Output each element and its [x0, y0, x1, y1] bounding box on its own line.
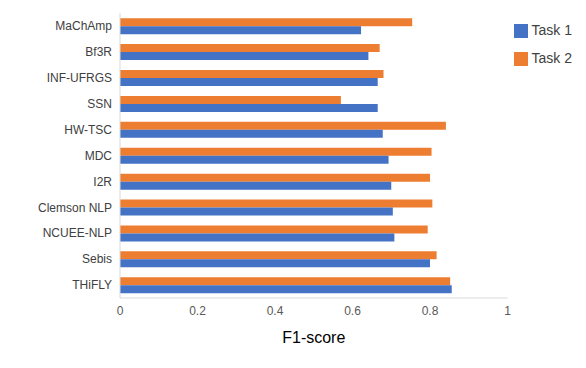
html-text:Task 1: Task 1 [531, 22, 572, 38]
svg-text:MaChAmp: MaChAmp [55, 19, 112, 33]
svg-text:0.2: 0.2 [189, 304, 206, 318]
svg-text:HW-TSC: HW-TSC [64, 123, 112, 137]
svg-text:0.6: 0.6 [344, 304, 361, 318]
svg-text:0: 0 [117, 304, 124, 318]
svg-text:THiFLY: THiFLY [72, 278, 112, 292]
svg-text:0.4: 0.4 [267, 304, 284, 318]
svg-text:Sebis: Sebis [82, 252, 112, 266]
svg-text:MDC: MDC [85, 149, 113, 163]
svg-text:F1-score: F1-score [282, 329, 345, 346]
svg-text:Clemson NLP: Clemson NLP [38, 201, 112, 215]
svg-text:INF-UFRGS: INF-UFRGS [47, 71, 112, 85]
svg-text:I2R: I2R [93, 175, 112, 189]
svg-text:SSN: SSN [87, 97, 112, 111]
svg-text:1: 1 [504, 304, 511, 318]
svg-text:NCUEE-NLP: NCUEE-NLP [43, 226, 112, 240]
svg-text:Bf3R: Bf3R [85, 45, 112, 59]
html-text:Task 2: Task 2 [531, 50, 572, 66]
svg-text:0.8: 0.8 [422, 304, 439, 318]
